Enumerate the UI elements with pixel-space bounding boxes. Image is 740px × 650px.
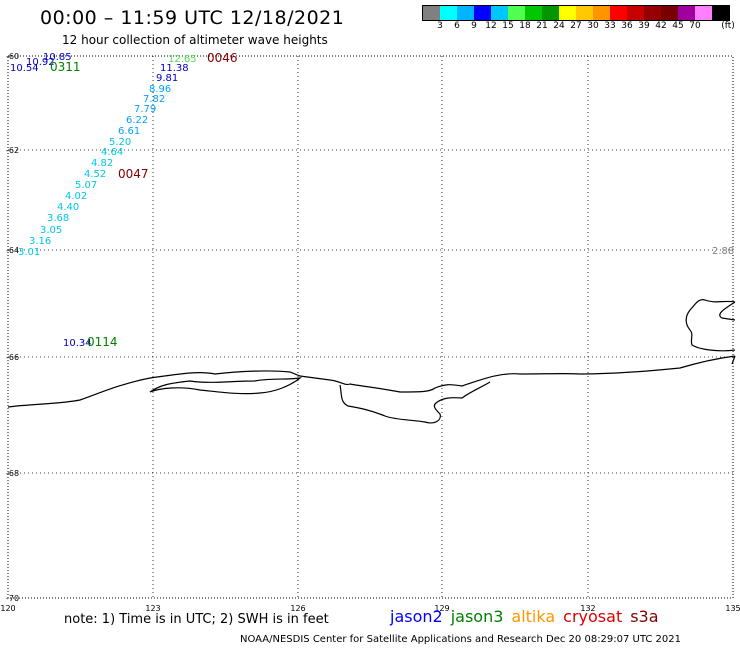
color-scale-label: 21: [536, 21, 548, 31]
satellite-jason3: jason3: [450, 607, 504, 626]
wave-height-value: 10.34: [63, 338, 92, 349]
wave-height-value: 7.82: [143, 94, 165, 105]
lat-label: -68: [6, 469, 19, 478]
lat-label: -66: [6, 353, 19, 362]
color-swatch-14: [661, 6, 678, 20]
lon-label: 123: [145, 604, 160, 613]
wave-height-value: 10.54: [10, 63, 39, 74]
color-scale-label: 33: [604, 21, 616, 31]
pass-time-label: 0311: [50, 60, 81, 74]
map-title: 00:00 – 11:59 UTC 12/18/2021: [40, 7, 345, 29]
lon-label: 120: [0, 604, 15, 613]
pass-time-label: 0114: [87, 335, 118, 349]
lon-label: 129: [434, 604, 449, 613]
wave-height-value: 6.22: [126, 115, 148, 126]
color-scale-label: 45: [672, 21, 684, 31]
wave-height-value: 4.82: [91, 158, 113, 169]
antarctic-coastline: [7, 299, 736, 424]
wave-height-value: 10.92: [26, 57, 55, 68]
credit-line: NOAA/NESDIS Center for Satellite Applica…: [240, 634, 682, 645]
lon-label: 135: [725, 604, 740, 613]
color-scale-label: 70: [689, 21, 701, 31]
pass-time-label: 0047: [118, 167, 149, 181]
color-scale-label: 36: [621, 21, 633, 31]
color-swatch-0: [423, 6, 440, 20]
wave-height-value: 3.68: [47, 213, 69, 224]
color-swatch-10: [593, 6, 610, 20]
color-swatch-5: [508, 6, 525, 20]
color-swatch-11: [610, 6, 627, 20]
wave-height-value: 5.20: [109, 137, 131, 148]
color-swatch-8: [559, 6, 576, 20]
wave-height-value: 4.52: [84, 169, 106, 180]
satellite-jason2: jason2: [390, 607, 443, 626]
lon-label: 132: [580, 604, 595, 613]
color-scale-label: 42: [655, 21, 667, 31]
color-scale-label: 3: [437, 21, 443, 31]
satellite-s3a: s3a: [630, 607, 659, 626]
color-scale-label: 39: [638, 21, 650, 31]
satellite-altika: altika: [511, 607, 556, 626]
color-scale-label: 24: [553, 21, 565, 31]
lon-label: 126: [290, 604, 305, 613]
color-swatch-17: [712, 6, 729, 20]
lat-label: -70: [6, 594, 19, 603]
wave-height-value: 4.40: [57, 202, 79, 213]
color-swatch-4: [491, 6, 508, 20]
wave-height-value: 6.61: [118, 126, 140, 137]
lat-label: -62: [6, 146, 19, 155]
wave-height-value: 11.38: [160, 63, 189, 74]
color-scale-unit: (ft): [721, 21, 735, 31]
color-scale-label: 18: [519, 21, 531, 31]
color-swatch-15: [678, 6, 695, 20]
color-scale-label: 9: [471, 21, 477, 31]
wave-height-value: 9.81: [156, 73, 178, 84]
wave-height-value: 7.79: [134, 104, 156, 115]
footnote: note: 1) Time is in UTC; 2) SWH is in fe…: [64, 612, 329, 627]
wave-height-value: 3.01: [18, 247, 40, 258]
color-swatch-1: [440, 6, 457, 20]
satellite-cryosat: cryosat: [563, 607, 623, 626]
wave-height-value: 5.07: [75, 180, 97, 191]
map-subtitle: 12 hour collection of altimeter wave hei…: [62, 33, 328, 47]
wave-height-value: 8.96: [149, 84, 171, 95]
color-swatch-2: [457, 6, 474, 20]
pass-time-labels: 0311 0046 0047 0114: [50, 51, 238, 349]
color-scale-label: 15: [502, 21, 514, 31]
color-swatch-12: [627, 6, 644, 20]
color-scale-label: 27: [570, 21, 582, 31]
color-scale-labels: 3 6 9 12 15 18 21 24 27 30 33 36 39 42 45 70 (ft): [422, 21, 740, 33]
wave-height-value: 3.16: [29, 236, 51, 247]
wave-height-value: 10.85: [43, 52, 72, 63]
color-scale-label: 12: [485, 21, 497, 31]
map-frame: [7, 55, 734, 599]
satellite-legend: jason2 jason3 altika cryosat s3a: [390, 607, 667, 626]
color-swatch-3: [474, 6, 491, 20]
color-swatch-6: [525, 6, 542, 20]
color-scale-bar: [422, 5, 730, 21]
pass-time-label: 0046: [207, 51, 238, 65]
wave-height-value: 2.88: [712, 246, 734, 257]
color-swatch-7: [542, 6, 559, 20]
lat-label: -60: [6, 52, 19, 61]
color-scale-label: 30: [587, 21, 599, 31]
wave-height-value: 3.05: [40, 225, 62, 236]
color-swatch-9: [576, 6, 593, 20]
color-swatch-13: [644, 6, 661, 20]
color-swatch-16: [695, 6, 712, 20]
wave-height-value: 4.02: [65, 191, 87, 202]
wave-height-value: 4.64: [101, 147, 123, 158]
lat-label: -64: [6, 246, 19, 255]
color-scale-label: 6: [454, 21, 460, 31]
wave-height-value: 12.65: [168, 54, 197, 65]
